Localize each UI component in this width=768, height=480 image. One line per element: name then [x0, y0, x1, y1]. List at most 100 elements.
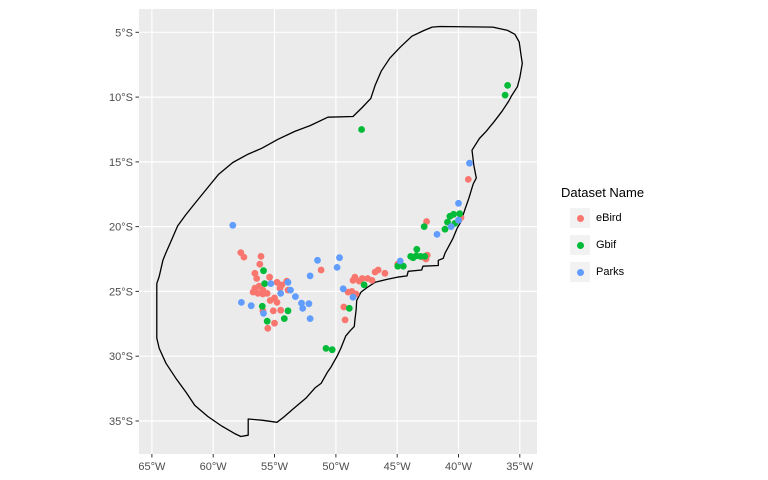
data-point-gbif [258, 302, 266, 310]
data-point-gbif [413, 245, 421, 253]
legend: Dataset Name eBird Gbif Parks [561, 186, 731, 289]
legend-key [570, 235, 590, 255]
data-point-ebird [240, 253, 248, 261]
data-point-ebird [381, 269, 389, 277]
data-point-gbif [358, 126, 365, 133]
data-point-parks [229, 221, 237, 229]
data-point-ebird [341, 316, 349, 324]
data-point-parks [455, 199, 462, 207]
y-axis-tick-label: 35°S [109, 416, 133, 428]
legend-items: eBird Gbif Parks [561, 208, 731, 282]
y-axis-tick-label: 10°S [109, 92, 133, 104]
data-point-ebird [273, 299, 281, 306]
legend-key [570, 208, 590, 228]
data-point-parks [314, 256, 321, 264]
region-boundary [156, 25, 523, 438]
x-axis-tick-label: 40°W [445, 461, 473, 473]
data-point-ebird [340, 303, 348, 311]
data-point-gbif [504, 82, 511, 89]
data-point-parks [333, 264, 341, 271]
data-point-gbif [345, 304, 353, 312]
x-axis-tick-label: 65°W [138, 461, 166, 473]
data-point-gbif [441, 225, 449, 233]
legend-title: Dataset Name [561, 185, 645, 200]
data-point-parks [455, 216, 462, 224]
data-point-ebird [276, 284, 284, 292]
data-point-parks [305, 300, 313, 308]
data-point-parks [247, 302, 255, 310]
data-point-ebird [368, 277, 376, 284]
x-axis-tick-label: 35°W [506, 461, 534, 473]
data-point-gbif [260, 267, 267, 275]
data-point-parks [292, 293, 299, 300]
data-point-gbif [394, 262, 402, 270]
data-point-gbif [421, 253, 429, 260]
legend-item-label: eBird [596, 212, 622, 224]
x-axis-tick-label: 45°W [384, 461, 412, 473]
data-point-parks [349, 293, 357, 301]
legend-item-label: Gbif [596, 239, 617, 251]
data-point-parks [298, 299, 305, 307]
data-point-parks [336, 254, 343, 262]
y-axis-tick-label: 15°S [109, 157, 133, 169]
data-point-gbif [446, 212, 454, 220]
data-point-parks [447, 223, 455, 231]
data-point-ebird [257, 253, 265, 260]
x-axis-tick-label: 55°W [261, 461, 289, 473]
y-axis-tick-label: 25°S [109, 286, 133, 298]
data-point-gbif [280, 315, 288, 322]
data-point-gbif [261, 280, 269, 287]
legend-dot-icon [576, 214, 584, 222]
data-point-ebird [269, 307, 277, 315]
data-point-gbif [322, 345, 330, 352]
data-point-ebird [358, 275, 366, 282]
data-point-parks [284, 278, 292, 286]
legend-item-parks: Parks [561, 262, 731, 282]
data-point-ebird [277, 306, 285, 314]
y-axis-tick-label: 30°S [109, 351, 133, 363]
data-point-ebird [263, 290, 271, 297]
data-point-ebird [374, 266, 382, 274]
data-point-gbif [360, 281, 368, 289]
data-point-gbif [456, 210, 464, 218]
data-point-parks [287, 286, 294, 294]
data-point-parks [267, 280, 275, 287]
x-axis-tick-label: 60°W [200, 461, 228, 473]
data-point-gbif [399, 262, 407, 270]
legend-dot-icon [576, 268, 584, 276]
plot-panel [139, 9, 537, 454]
data-point-parks [277, 290, 285, 297]
legend-key [570, 262, 590, 282]
x-axis-tick-label: 50°W [322, 461, 350, 473]
data-point-ebird [464, 176, 472, 183]
data-point-parks [260, 310, 267, 317]
data-point-gbif [420, 223, 428, 231]
data-point-parks [306, 315, 314, 322]
data-point-ebird [266, 273, 273, 281]
data-point-parks [299, 304, 307, 312]
data-point-gbif [328, 346, 336, 354]
data-point-ebird [256, 260, 264, 268]
data-point-ebird [251, 269, 259, 277]
data-point-parks [238, 299, 245, 306]
data-point-gbif [501, 91, 509, 99]
legend-item-ebird: eBird [561, 208, 731, 228]
y-axis-tick-label: 20°S [109, 222, 133, 234]
legend-item-label: Parks [596, 266, 625, 278]
y-axis-tick-label: 5°S [115, 27, 133, 39]
data-point-parks [466, 159, 473, 167]
data-point-ebird [423, 218, 430, 225]
data-point-gbif [284, 307, 292, 315]
legend-dot-icon [576, 241, 584, 249]
data-point-parks [306, 272, 314, 280]
data-point-parks [396, 257, 404, 265]
data-point-ebird [317, 266, 325, 274]
data-point-ebird [253, 275, 261, 282]
data-point-ebird [351, 273, 359, 281]
data-point-ebird [271, 319, 278, 327]
data-point-ebird [264, 324, 272, 332]
data-point-parks [339, 285, 347, 293]
data-point-gbif [407, 253, 415, 260]
